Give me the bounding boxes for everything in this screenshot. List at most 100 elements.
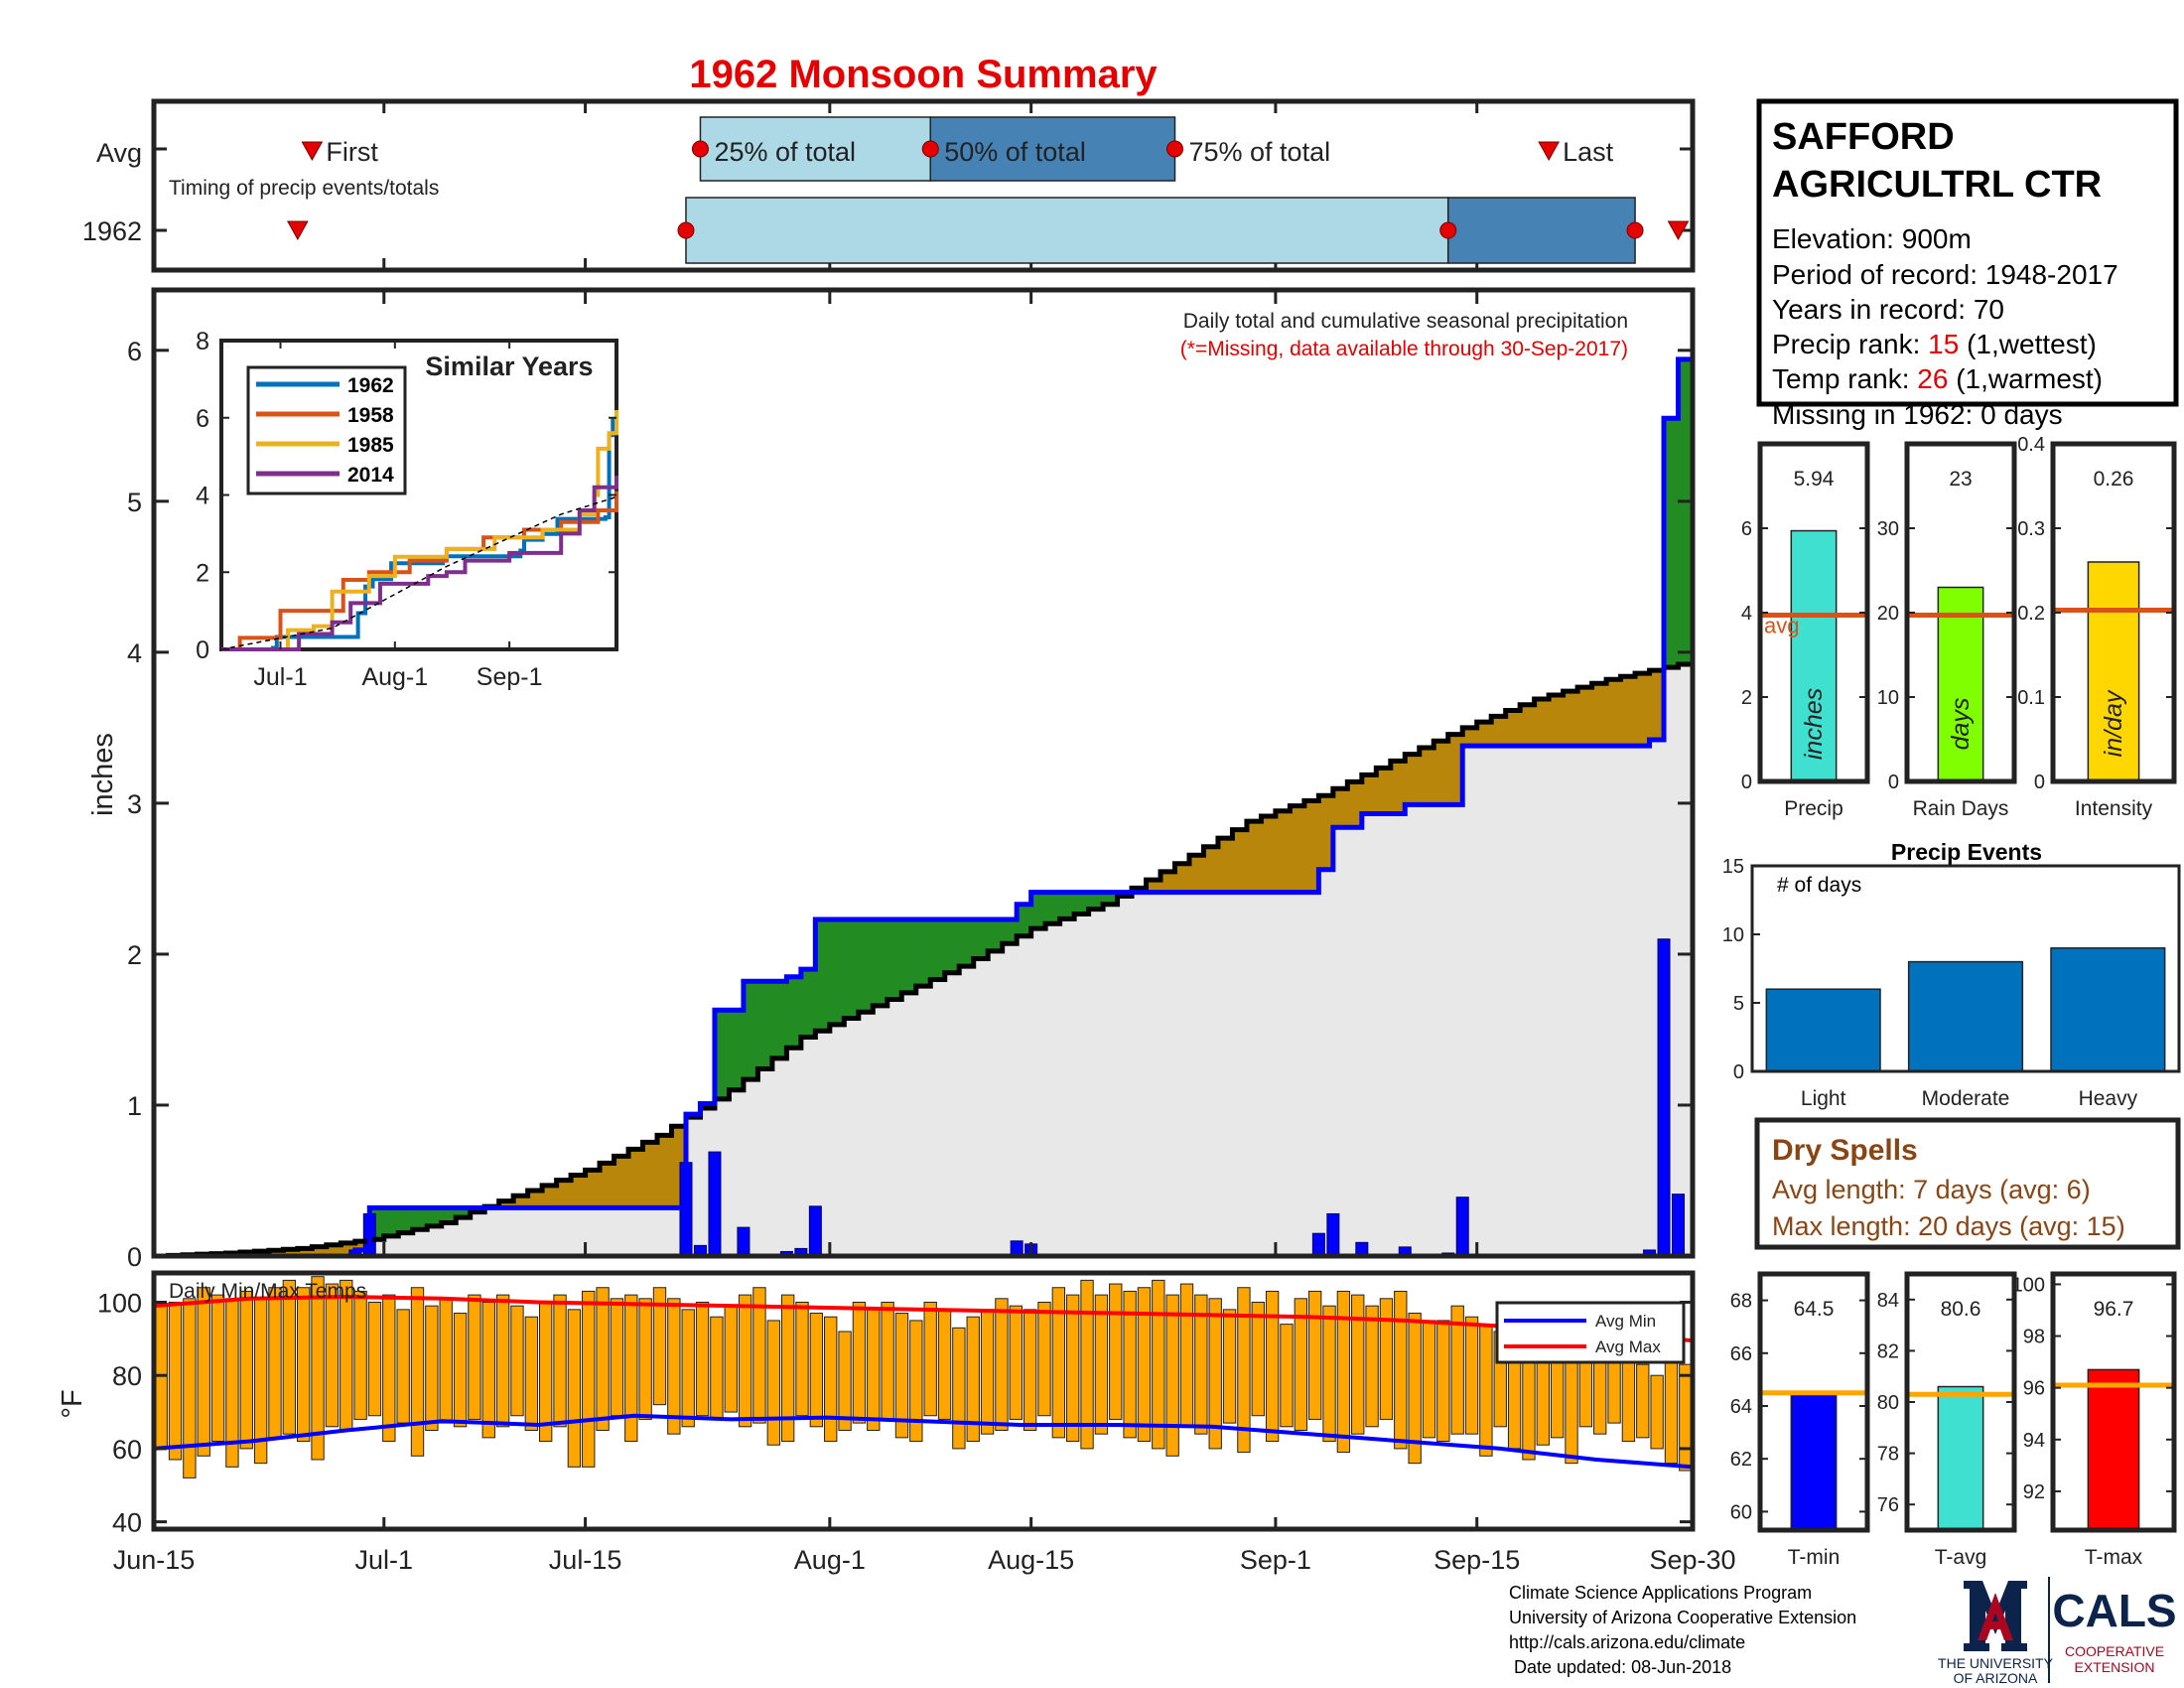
above-average-area — [427, 1207, 443, 1226]
above-average-area — [729, 1010, 745, 1090]
panel-y-tick-label: 2 — [1741, 687, 1752, 709]
daily-temp-bar — [937, 1309, 952, 1420]
cumulative-base-area — [1088, 909, 1104, 1256]
daily-temp-bar — [795, 1301, 809, 1417]
cumulative-base-area — [1103, 904, 1119, 1256]
legend-avg-min: Avg Min — [1595, 1312, 1656, 1331]
daily-temp-bar — [881, 1301, 894, 1420]
cumulative-base-area — [729, 1089, 745, 1256]
below-average-area — [1232, 829, 1248, 893]
x-tick-label: Aug-1 — [794, 1545, 866, 1575]
temp-bars: 60 62 64 66 68 64.5 T-min 76 78 80 82 84 80.6 T-avg 92… — [1730, 1271, 2177, 1569]
year-cumulative-line — [154, 356, 1693, 1259]
daily-temp-bar — [1479, 1324, 1493, 1457]
panel-y-tick-label: 0 — [2034, 772, 2045, 793]
station-period: Period of record: 1948-2017 — [1772, 259, 2118, 290]
daily-temp-bar — [154, 1305, 168, 1450]
x-tick-label: Jul-15 — [549, 1545, 622, 1575]
panel-y-tick-label: 98 — [2023, 1327, 2045, 1348]
dry-spells-avg: Avg length: 7 days (avg: 6) — [1772, 1175, 2091, 1204]
daily-temp-bar — [1080, 1279, 1094, 1450]
cumulative-base-area — [571, 1207, 587, 1256]
below-average-area — [1347, 781, 1363, 828]
daily-temp-bar — [1280, 1324, 1294, 1428]
above-average-area — [456, 1207, 472, 1218]
year-25-50-bar — [685, 197, 1449, 264]
daily-temp-bar — [652, 1287, 667, 1406]
panel-y-tick-label: 20 — [1877, 603, 1899, 625]
cals-wordmark: CALS — [2052, 1585, 2176, 1636]
cumulative-base-area — [1447, 804, 1463, 1256]
below-average-area — [1318, 795, 1334, 870]
below-average-area — [1549, 695, 1565, 747]
below-average-area — [354, 1241, 370, 1250]
daily-temp-bar — [995, 1298, 1009, 1431]
year-last-marker — [1667, 220, 1690, 241]
cumulative-base-area — [585, 1207, 601, 1256]
year-p50-dot — [1439, 221, 1457, 239]
cumulative-base-area — [1620, 746, 1636, 1256]
cumulative-base-area — [858, 1012, 874, 1256]
daily-temp-bar — [1308, 1290, 1322, 1420]
ua-logo-line1: THE UNIVERSITY — [1938, 1655, 2054, 1671]
panel-category-label: T-avg — [1935, 1546, 1987, 1569]
panel-category-label: T-max — [2085, 1546, 2143, 1569]
panel-frame — [1757, 1271, 1870, 1533]
above-average-area — [771, 981, 787, 1058]
inset-legend-label: 2014 — [347, 464, 394, 487]
cumulative-base-area — [354, 1249, 370, 1256]
above-average-area — [901, 918, 917, 993]
panel-y-tick-label: 0 — [1888, 772, 1899, 793]
avg-p50-dot — [921, 140, 939, 158]
year-p75-dot — [1626, 221, 1644, 239]
daily-temp-bar — [724, 1305, 738, 1413]
avg-25-50-bar — [699, 116, 931, 182]
inset-x-tick-label: Aug-1 — [361, 663, 428, 691]
footer-line4: Date updated: 08-Jun-2018 — [1509, 1657, 1731, 1677]
cumulative-base-area — [527, 1207, 543, 1256]
daily-temp-bar — [980, 1309, 995, 1435]
above-average-area — [1030, 892, 1046, 929]
cumulative-base-area — [930, 979, 946, 1256]
panel-y-tick-label: 76 — [1877, 1494, 1899, 1516]
cumulative-base-area — [470, 1211, 485, 1256]
panel-y-tick-label: 94 — [2023, 1430, 2045, 1452]
below-average-area — [312, 1246, 328, 1256]
below-average-area — [1246, 821, 1263, 893]
below-average-area — [1174, 863, 1190, 893]
panel-value-label: 80.6 — [1941, 1298, 1981, 1321]
year-p25-dot — [677, 221, 695, 239]
footer-line1: Climate Science Applications Program — [1509, 1583, 1812, 1603]
panel-value-label: 0.26 — [2094, 468, 2134, 491]
daily-temp-bar — [1165, 1294, 1179, 1457]
daily-temp-bar — [1051, 1287, 1066, 1439]
below-average-area — [1146, 880, 1161, 893]
x-tick-label: Sep-1 — [1240, 1545, 1311, 1575]
panel-y-tick-label: 62 — [1730, 1449, 1752, 1471]
below-average-area — [527, 1191, 543, 1208]
daily-temp-bar — [439, 1298, 453, 1424]
above-average-area — [988, 918, 1004, 951]
above-average-area — [800, 969, 816, 1038]
above-average-area — [714, 1010, 731, 1099]
daily-temp-bar — [168, 1301, 183, 1461]
temp-panel-T-avg: 76 78 80 82 84 80.6 T-avg — [1877, 1271, 2017, 1569]
below-average-area — [1419, 747, 1434, 805]
main-chart-subtitle: (*=Missing, data available through 30-Se… — [1180, 338, 1628, 360]
daily-temp-bar — [1066, 1294, 1080, 1443]
cumulative-base-area — [1290, 892, 1305, 1256]
panel-bar-Intensity — [2087, 561, 2140, 782]
daily-temp-bar — [353, 1290, 367, 1420]
daily-temp-bar — [1450, 1305, 1464, 1435]
daily-temp-bar — [539, 1301, 553, 1443]
p75-label: 75% of total — [1189, 137, 1331, 167]
cumulative-base-area — [1217, 892, 1234, 1256]
daily-temp-bar — [867, 1309, 881, 1431]
below-average-area — [542, 1185, 558, 1208]
daily-temp-bar — [268, 1287, 282, 1439]
above-average-area — [1664, 418, 1680, 668]
below-average-area — [1520, 704, 1536, 747]
panel-y-tick-label: 92 — [2023, 1481, 2045, 1503]
below-average-area — [657, 1135, 673, 1208]
daily-precip-bar — [1672, 1194, 1686, 1257]
